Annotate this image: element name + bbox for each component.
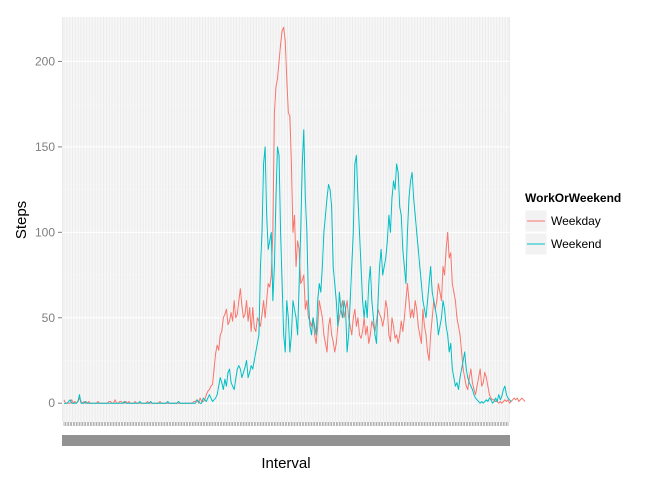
x-axis-ticks: [62, 422, 510, 446]
y-tick-label: 0: [48, 396, 55, 410]
y-tick-label: 200: [35, 54, 55, 68]
grid: [62, 17, 510, 422]
legend: WorkOrWeekend Weekday Weekend: [524, 191, 621, 256]
y-tick-label: 150: [35, 140, 55, 154]
y-axis-title: Steps: [13, 201, 30, 239]
legend-title: WorkOrWeekend: [525, 191, 621, 205]
legend-label-weekday: Weekday: [551, 214, 601, 228]
series-lines: [63, 26, 526, 404]
x-tick-labels-overlapped: [62, 435, 510, 446]
y-tick-label: 50: [42, 311, 56, 325]
y-tick-label: 100: [35, 225, 55, 239]
series-line-weekend: [64, 129, 512, 404]
x-axis-title: Interval: [261, 455, 310, 472]
y-axis-ticks: 0 50 100 150 200: [35, 54, 62, 410]
legend-label-weekend: Weekend: [551, 237, 601, 251]
